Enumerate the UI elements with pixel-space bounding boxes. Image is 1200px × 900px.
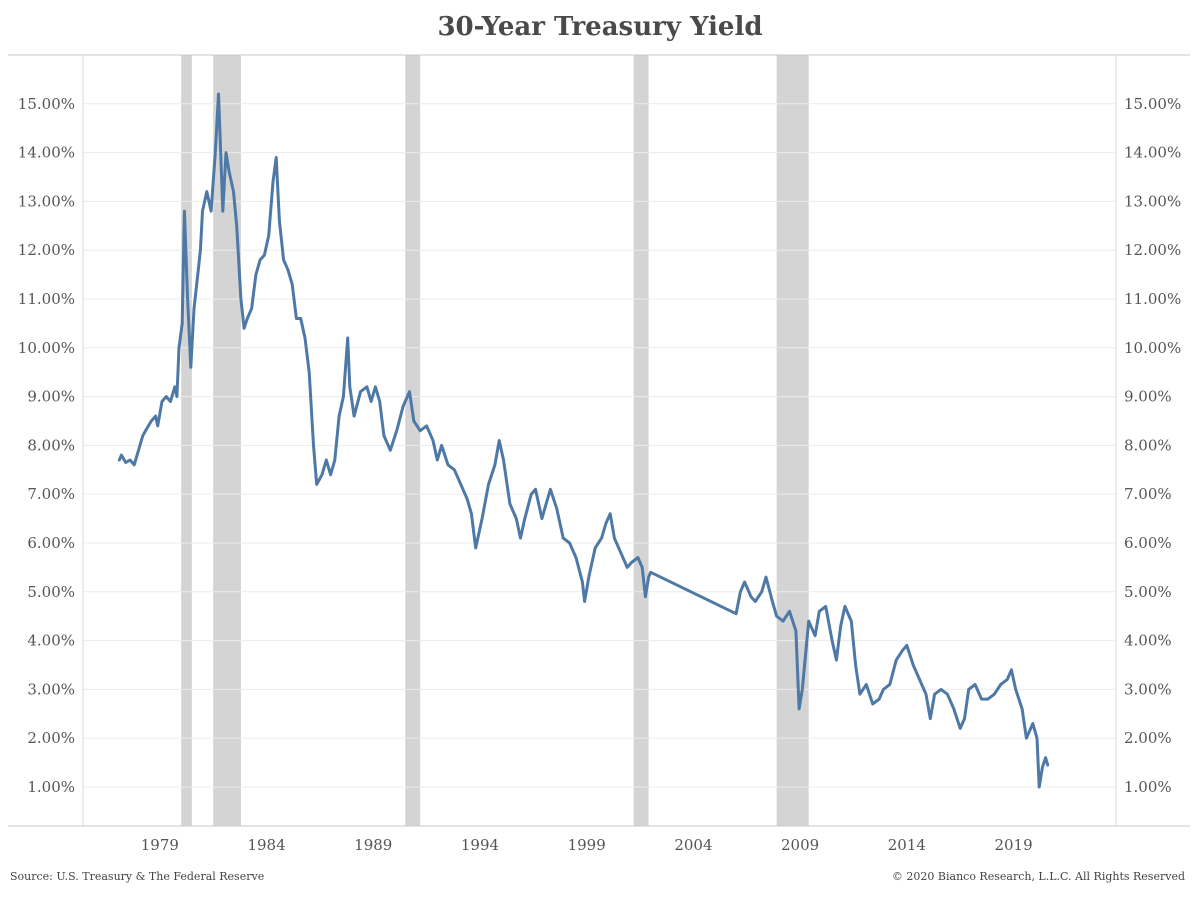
y-tick-label-right: 3.00% (1124, 680, 1172, 698)
y-tick-label-right: 11.00% (1124, 290, 1181, 308)
y-tick-label-left: 7.00% (27, 485, 75, 503)
recession-band (213, 55, 241, 826)
y-tick-label-left: 10.00% (18, 339, 75, 357)
y-tick-label-left: 8.00% (27, 436, 75, 454)
y-tick-label-right: 10.00% (1124, 339, 1181, 357)
y-tick-label-left: 15.00% (18, 95, 75, 113)
y-tick-label-left: 1.00% (27, 778, 75, 796)
y-tick-label-left: 6.00% (27, 534, 75, 552)
y-tick-label-left: 5.00% (27, 583, 75, 601)
yield-series (117, 92, 1050, 789)
recession-band (181, 55, 192, 826)
source-note: Source: U.S. Treasury & The Federal Rese… (10, 870, 265, 883)
y-tick-label-right: 14.00% (1124, 144, 1181, 162)
y-tick-label-left: 2.00% (27, 729, 75, 747)
x-tick-label: 2019 (994, 836, 1032, 854)
recession-band (776, 55, 809, 826)
x-tick-label: 2014 (888, 836, 926, 854)
y-tick-label-left: 3.00% (27, 680, 75, 698)
recession-band (633, 55, 649, 826)
y-tick-label-left: 13.00% (18, 192, 75, 210)
y-tick-label-right: 1.00% (1124, 778, 1172, 796)
plot-frame (8, 54, 1190, 827)
x-tick-label: 1994 (461, 836, 499, 854)
left-y-axis: 1.00% 2.00% 3.00% 4.00% 5.00% 6.00% 7.00% 8.00%… (18, 95, 75, 796)
x-tick-label: 1984 (247, 836, 285, 854)
y-tick-label-right: 6.00% (1124, 534, 1172, 552)
y-tick-label-right: 15.00% (1124, 95, 1181, 113)
chart-title: 30-Year Treasury Yield (437, 12, 763, 42)
x-tick-label: 2009 (781, 836, 819, 854)
y-tick-label-left: 14.00% (18, 144, 75, 162)
y-tick-label-right: 13.00% (1124, 192, 1181, 210)
gridlines (83, 103, 1116, 788)
y-tick-label-left: 4.00% (27, 632, 75, 650)
x-tick-label: 2004 (674, 836, 712, 854)
x-tick-label: 1979 (141, 836, 179, 854)
y-tick-label-right: 2.00% (1124, 729, 1172, 747)
y-tick-label-right: 9.00% (1124, 388, 1172, 406)
y-tick-label-left: 12.00% (18, 241, 75, 259)
y-tick-label-right: 12.00% (1124, 241, 1181, 259)
y-tick-label-right: 4.00% (1124, 632, 1172, 650)
x-axis: 1979 1984 1989 1994 1999 2004 2009 2014 2019 (141, 836, 1033, 854)
copyright-note: © 2020 Bianco Research, L.L.C. All Right… (891, 870, 1185, 883)
y-tick-label-left: 9.00% (27, 388, 75, 406)
y-tick-label-left: 11.00% (18, 290, 75, 308)
x-tick-label: 1989 (354, 836, 392, 854)
y-tick-label-right: 8.00% (1124, 436, 1172, 454)
y-tick-label-right: 7.00% (1124, 485, 1172, 503)
x-tick-label: 1999 (568, 836, 606, 854)
recession-bands (181, 55, 809, 826)
recession-band (405, 55, 421, 826)
right-y-axis: 1.00% 2.00% 3.00% 4.00% 5.00% 6.00% 7.00% 8.00%… (1124, 95, 1181, 796)
y-tick-label-right: 5.00% (1124, 583, 1172, 601)
series-line (117, 92, 1050, 789)
